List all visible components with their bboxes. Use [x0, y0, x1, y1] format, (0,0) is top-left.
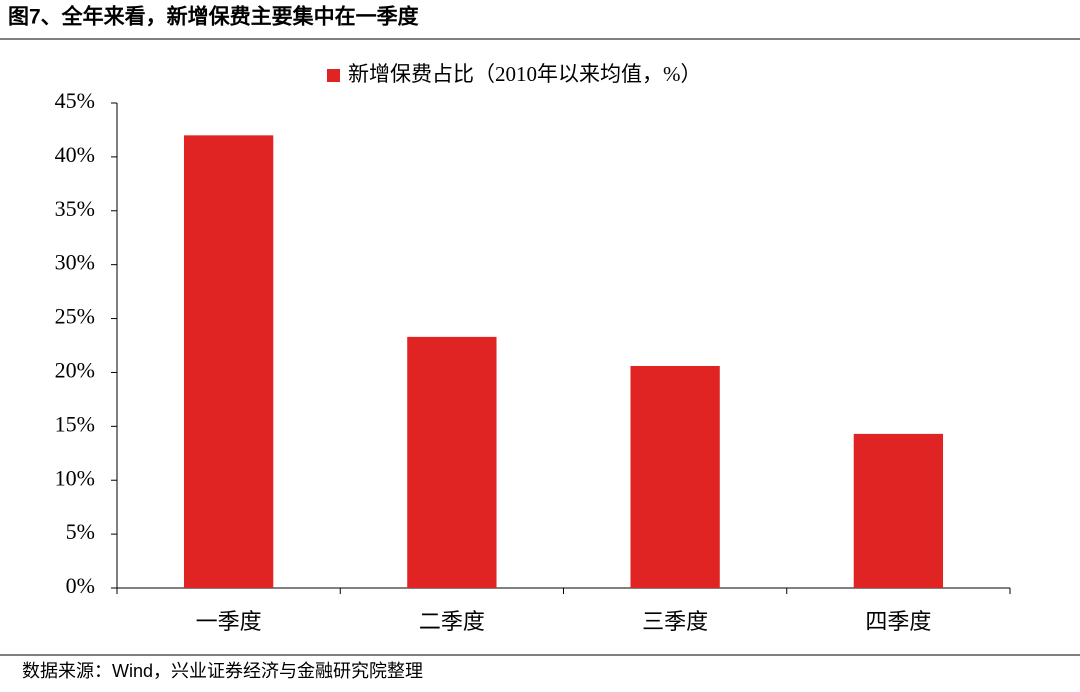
y-tick-label: 0%	[66, 573, 95, 598]
legend-swatch	[327, 69, 340, 82]
y-tick-label: 5%	[66, 519, 95, 544]
y-tick-label: 25%	[55, 304, 95, 329]
chart-title: 图7、全年来看，新增保费主要集中在一季度	[8, 5, 419, 29]
legend-label: 新增保费占比（2010年以来均值，%）	[348, 62, 702, 86]
bar	[183, 135, 274, 589]
y-tick-label: 45%	[55, 88, 95, 113]
y-tick-label: 10%	[55, 465, 95, 490]
x-tick-label: 二季度	[419, 609, 485, 634]
x-tick-label: 四季度	[865, 609, 931, 634]
source-note: 数据来源：Wind，兴业证券经济与金融研究院整理	[22, 661, 423, 681]
y-tick-label: 40%	[55, 142, 95, 167]
y-tick-label: 15%	[55, 411, 95, 436]
x-tick-label: 一季度	[196, 609, 262, 634]
bar	[630, 365, 720, 588]
y-tick-label: 20%	[55, 357, 95, 382]
y-tick-label: 30%	[55, 250, 95, 275]
bar	[853, 433, 944, 588]
bar	[407, 336, 497, 588]
y-tick-label: 35%	[55, 196, 95, 221]
x-tick-label: 三季度	[642, 609, 708, 634]
